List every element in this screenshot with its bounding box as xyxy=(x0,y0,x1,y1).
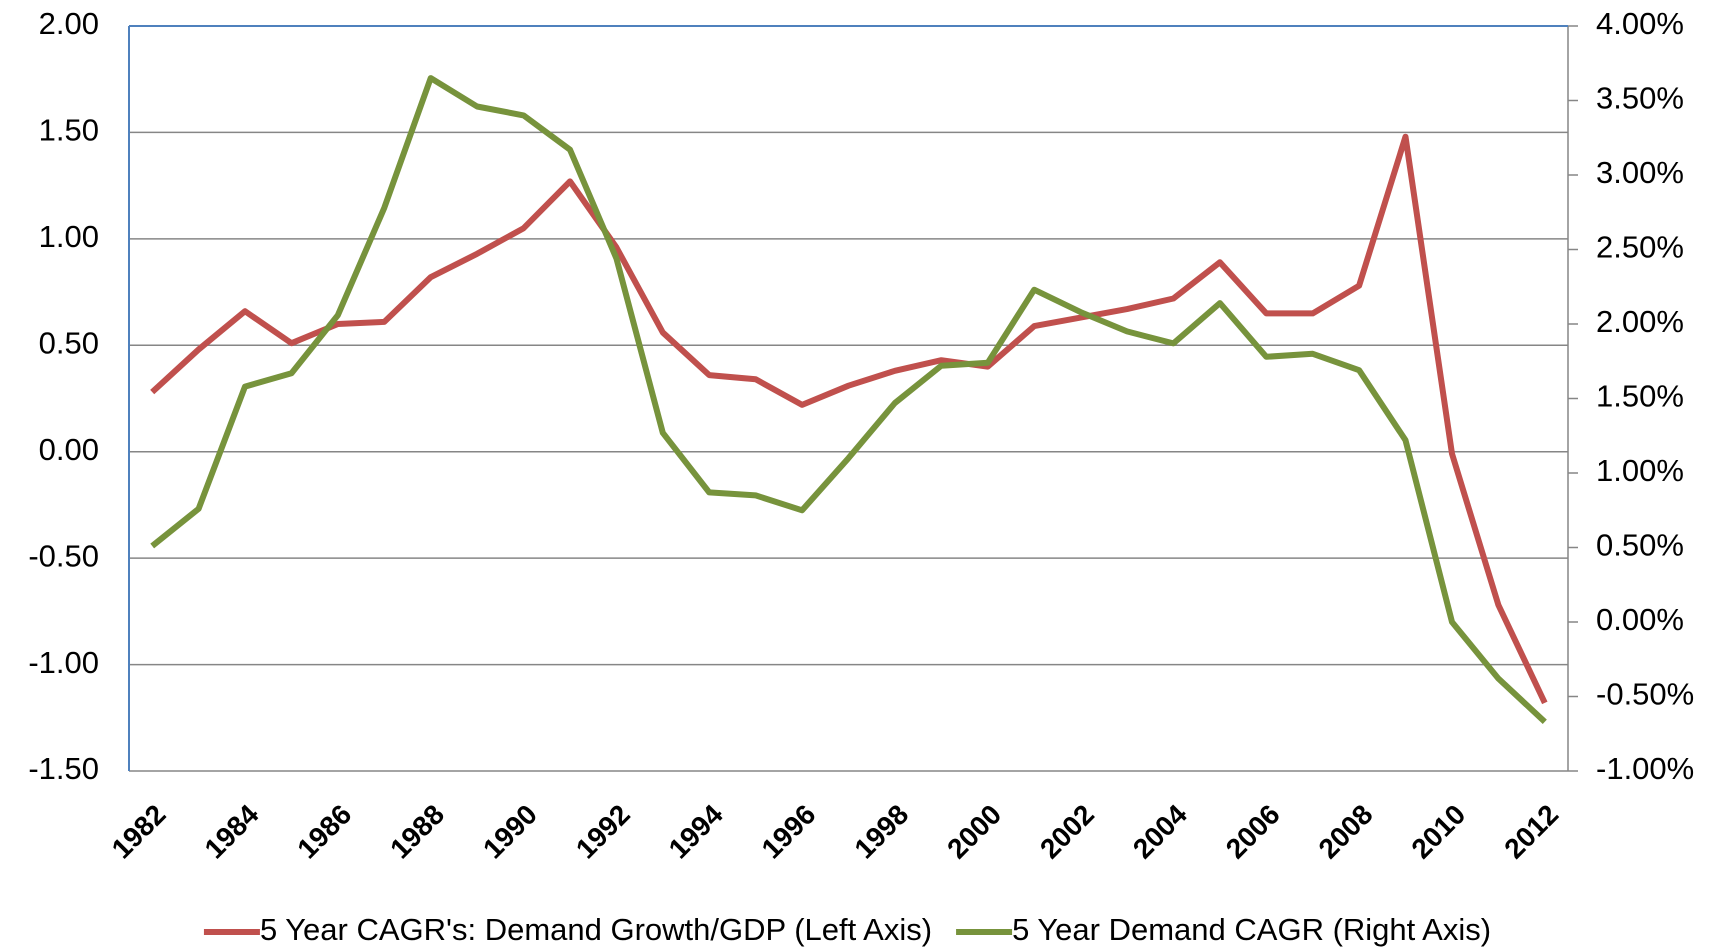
y-tick-label: 2.00 xyxy=(39,6,99,41)
x-tick-label: 2008 xyxy=(1313,799,1379,865)
x-tick-label: 1994 xyxy=(663,798,729,864)
legend-label: 5 Year CAGR's: Demand Growth/GDP (Left A… xyxy=(260,912,932,947)
x-tick-label: 1986 xyxy=(291,799,357,865)
y-tick-label: 1.00 xyxy=(39,219,99,254)
x-tick-label: 1984 xyxy=(199,798,265,864)
y2-tick-label: 2.50% xyxy=(1596,230,1684,265)
series-line xyxy=(150,133,1548,705)
x-tick-label: 2000 xyxy=(941,799,1007,865)
x-tick-label: 2012 xyxy=(1498,799,1564,865)
y2-tick-label: 3.00% xyxy=(1596,155,1684,190)
y2-tick-label: 1.00% xyxy=(1596,453,1684,488)
x-tick-label: 1982 xyxy=(106,799,172,865)
y2-tick-label: 0.00% xyxy=(1596,602,1684,637)
legend: 5 Year CAGR's: Demand Growth/GDP (Left A… xyxy=(203,912,1491,947)
x-tick-label: 1992 xyxy=(570,799,636,865)
x-tick-label: 2002 xyxy=(1034,799,1100,865)
y-tick-label: -0.50 xyxy=(28,538,99,573)
y-tick-label: 0.00 xyxy=(39,432,99,467)
series-line xyxy=(150,75,1547,724)
y2-tick-label: 3.50% xyxy=(1596,81,1684,116)
y-tick-label: -1.50 xyxy=(28,751,99,786)
x-tick-label: 2010 xyxy=(1405,799,1471,865)
y2-tick-label: -0.50% xyxy=(1596,677,1694,712)
y2-tick-label: 2.00% xyxy=(1596,304,1684,339)
legend-label: 5 Year Demand CAGR (Right Axis) xyxy=(1012,912,1491,947)
y2-tick-label: 4.00% xyxy=(1596,6,1684,41)
y-tick-label: 1.50 xyxy=(39,113,99,148)
x-tick-label: 1998 xyxy=(848,799,914,865)
y-tick-label: -1.00 xyxy=(28,645,99,680)
x-tick-label: 1996 xyxy=(756,799,822,865)
y2-tick-label: 0.50% xyxy=(1596,528,1684,563)
x-tick-label: 1988 xyxy=(384,799,450,865)
y2-tick-label: 1.50% xyxy=(1596,379,1684,414)
x-tick-label: 1990 xyxy=(477,799,543,865)
x-tick-label: 2006 xyxy=(1220,799,1286,865)
x-tick-label: 2004 xyxy=(1127,798,1193,864)
y2-tick-label: -1.00% xyxy=(1596,751,1694,786)
y-tick-label: 0.50 xyxy=(39,325,99,360)
